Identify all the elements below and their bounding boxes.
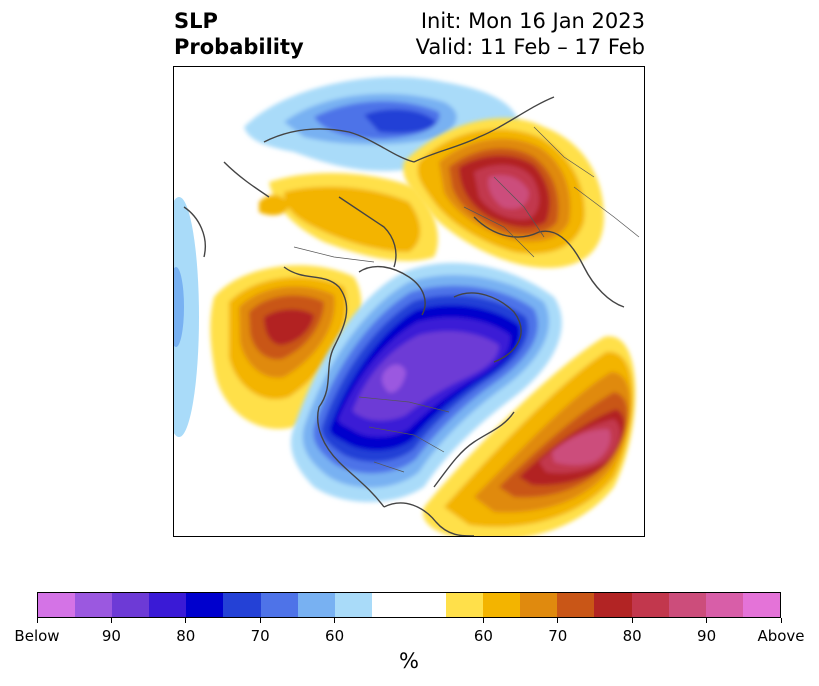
title-line-1: SLP [174, 9, 218, 33]
colorbar-tick [780, 618, 782, 623]
colorbar-tick [631, 618, 633, 623]
colorbar-segment [334, 593, 372, 617]
colorbar-segment [446, 593, 484, 617]
colorbar-segment [297, 593, 335, 617]
colorbar-segment [742, 593, 780, 617]
colorbar-segment [149, 593, 187, 617]
contour-siberia-above [403, 118, 604, 268]
colorbar-segment [223, 593, 261, 617]
map-panel [173, 66, 645, 537]
colorbar-tick-label: 80 [176, 627, 196, 645]
political-borders [293, 126, 640, 473]
colorbar-segment [371, 593, 409, 617]
colorbar-segment [705, 593, 743, 617]
colorbar-tick-label: 80 [622, 627, 642, 645]
colorbar-tick [706, 618, 708, 623]
colorbar-segment [594, 593, 632, 617]
colorbar-segment [631, 593, 669, 617]
colorbar-tick-label: 60 [325, 627, 345, 645]
colorbar-segment [520, 593, 558, 617]
contour-west-pacific-blue-inner [174, 267, 184, 347]
colorbar-tick [482, 618, 484, 623]
init-date: Init: Mon 16 Jan 2023 [420, 9, 645, 33]
chart-title: SLP Probability [174, 8, 304, 60]
probability-contours [174, 77, 640, 536]
colorbar-segment [260, 593, 298, 617]
colorbar-segment [112, 593, 150, 617]
colorbar-unit-label: % [399, 649, 419, 673]
title-line-2: Probability [174, 35, 304, 59]
colorbar-tick [259, 618, 261, 623]
colorbar-tick [185, 618, 187, 623]
colorbar-segment [186, 593, 224, 617]
date-info: Init: Mon 16 Jan 2023 Valid: 11 Feb – 17… [416, 8, 645, 60]
colorbar-tick-label: Below [14, 627, 60, 645]
contour-eurasia-above [259, 172, 438, 262]
colorbar-segment [75, 593, 113, 617]
colorbar [37, 592, 781, 618]
contour-atlantic-above [423, 336, 636, 536]
colorbar-segment [483, 593, 521, 617]
probability-map [174, 77, 640, 536]
colorbar-tick-label: 70 [548, 627, 568, 645]
colorbar-tick [557, 618, 559, 623]
colorbar-tick-label: 90 [697, 627, 717, 645]
colorbar-tick [334, 618, 336, 623]
colorbar-segment [38, 593, 76, 617]
contour-north-america-below [290, 262, 562, 502]
colorbar-tick-label: 60 [473, 627, 493, 645]
colorbar-tick-label: 70 [250, 627, 270, 645]
colorbar-segment [408, 593, 447, 617]
valid-range: Valid: 11 Feb – 17 Feb [415, 35, 645, 59]
colorbar-segment [668, 593, 706, 617]
coastlines [183, 96, 625, 536]
colorbar-tick-label: 90 [101, 627, 121, 645]
colorbar-tick-label: Above [757, 627, 805, 645]
colorbar-segment [557, 593, 595, 617]
colorbar-tick [36, 618, 38, 623]
colorbar-tick [110, 618, 112, 623]
